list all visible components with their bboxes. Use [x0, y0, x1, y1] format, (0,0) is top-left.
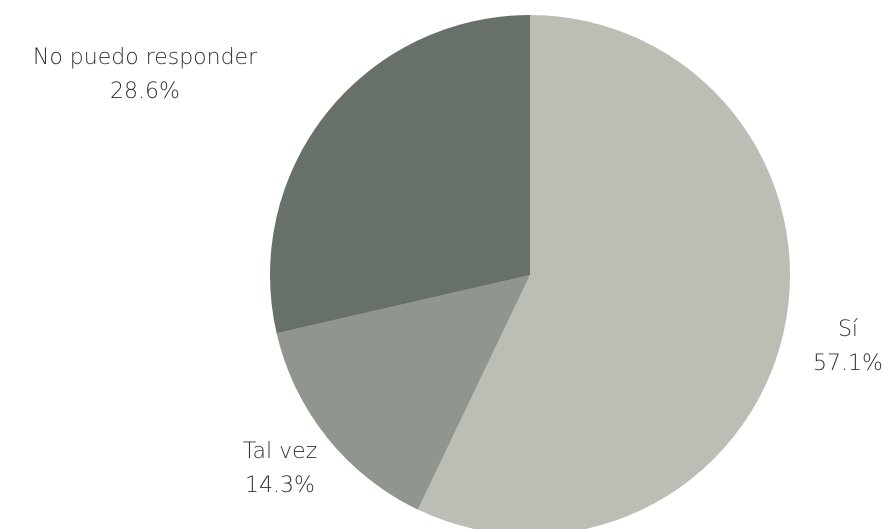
slice-label-1: Tal vez — [243, 439, 318, 464]
pie-slice-2 — [269, 15, 530, 334]
slice-label-0: Sí — [838, 317, 858, 342]
slice-value-label-0: 57.1% — [813, 351, 882, 376]
pie-slice-1 — [276, 275, 530, 510]
slice-value-label-1: 14.3% — [245, 473, 315, 498]
pie-slice-0 — [417, 15, 790, 529]
pie-slices — [269, 15, 790, 529]
slice-label-2: No puedo responder — [33, 45, 258, 70]
pie-labels: Sí 57.1% Tal vez 14.3% No puedo responder 28.… — [33, 45, 882, 498]
slice-value-label-2: 28.6% — [110, 79, 180, 104]
